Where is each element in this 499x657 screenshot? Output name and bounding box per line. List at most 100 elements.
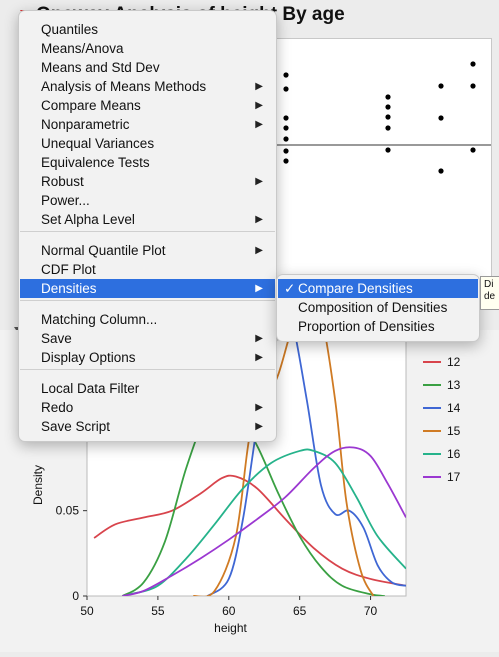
oneway-context-menu: Quantiles Means/Anova Means and Std Dev Ana…: [18, 10, 277, 442]
data-point: [283, 86, 289, 92]
menu-item-save[interactable]: Save ▶: [20, 329, 275, 348]
submenu-arrow-icon: ▶: [255, 214, 263, 225]
data-point: [438, 83, 444, 89]
menu-item-label: Set Alpha Level: [41, 212, 135, 227]
data-point: [385, 104, 391, 110]
data-point: [470, 61, 476, 67]
y-axis-label: Density: [31, 465, 45, 505]
x-tick-label: 50: [80, 604, 94, 618]
menu-item-label: Equivalence Tests: [41, 155, 150, 170]
menu-item-nonparametric[interactable]: Nonparametric ▶: [20, 115, 275, 134]
data-point: [385, 114, 391, 120]
menu-item-local-data-filter[interactable]: Local Data Filter: [20, 379, 275, 398]
menu-item-redo[interactable]: Redo ▶: [20, 398, 275, 417]
menu-item-label: Compare Means: [41, 98, 141, 113]
data-point: [385, 125, 391, 131]
data-point: [283, 148, 289, 154]
submenu-arrow-icon: ▶: [255, 81, 263, 92]
submenu-arrow-icon: ▶: [255, 119, 263, 130]
menu-separator: [20, 369, 275, 370]
menu-item-label: Normal Quantile Plot: [41, 243, 166, 258]
menu-item-label: Matching Column...: [41, 312, 158, 327]
data-point: [470, 147, 476, 153]
legend-label-16: 16: [447, 447, 461, 461]
menu-item-cdf-plot[interactable]: CDF Plot: [20, 260, 275, 279]
tooltip: Di de: [480, 276, 499, 310]
submenu-arrow-icon: ▶: [255, 176, 263, 187]
menu-item-means-and-std-dev[interactable]: Means and Std Dev: [20, 58, 275, 77]
menu-item-means-anova[interactable]: Means/Anova: [20, 39, 275, 58]
menu-item-equivalence-tests[interactable]: Equivalence Tests: [20, 153, 275, 172]
menu-item-label: Power...: [41, 193, 90, 208]
menu-separator: [20, 231, 275, 232]
menu-item-normal-quantile-plot[interactable]: Normal Quantile Plot ▶: [20, 241, 275, 260]
submenu-arrow-icon: ▶: [255, 421, 263, 432]
density-curve-15: [193, 340, 375, 596]
legend-label-13: 13: [447, 378, 461, 392]
menu-item-unequal-variances[interactable]: Unequal Variances: [20, 134, 275, 153]
menu-item-label: Means/Anova: [41, 41, 124, 56]
legend-label-14: 14: [447, 401, 461, 415]
x-tick-label: 55: [151, 604, 165, 618]
submenu-arrow-icon: ▶: [255, 402, 263, 413]
data-point: [283, 136, 289, 142]
y-tick-label: 0: [72, 589, 79, 603]
menu-separator: [20, 300, 275, 301]
x-tick-label: 70: [364, 604, 378, 618]
menu-item-power[interactable]: Power...: [20, 191, 275, 210]
menu-item-display-options[interactable]: Display Options ▶: [20, 348, 275, 367]
density-curve-16: [129, 448, 406, 596]
menu-item-label: Robust: [41, 174, 84, 189]
menu-item-compare-means[interactable]: Compare Means ▶: [20, 96, 275, 115]
menu-item-set-alpha-level[interactable]: Set Alpha Level ▶: [20, 210, 275, 229]
densities-submenu: ✓ Compare Densities Composition of Densiti…: [276, 274, 480, 342]
data-point: [283, 125, 289, 131]
x-axis-label: height: [214, 621, 247, 635]
legend-label-17: 17: [447, 470, 461, 484]
menu-item-densities[interactable]: Densities ▶: [20, 279, 275, 298]
submenu-arrow-icon: ▶: [255, 352, 263, 363]
density-curve-14: [206, 340, 406, 596]
checkmark-icon: ✓: [284, 281, 296, 296]
submenu-arrow-icon: ▶: [255, 283, 263, 294]
data-point: [470, 83, 476, 89]
data-point: [283, 115, 289, 121]
menu-item-label: Save Script: [41, 419, 111, 434]
submenu-item-composition-of-densities[interactable]: Composition of Densities: [278, 298, 478, 317]
x-tick-label: 65: [293, 604, 307, 618]
submenu-item-proportion-of-densities[interactable]: Proportion of Densities: [278, 317, 478, 336]
data-point: [283, 72, 289, 78]
submenu-item-label: Composition of Densities: [298, 300, 448, 315]
menu-item-save-script[interactable]: Save Script ▶: [20, 417, 275, 436]
menu-item-label: Nonparametric: [41, 117, 130, 132]
submenu-arrow-icon: ▶: [255, 333, 263, 344]
menu-item-label: Save: [41, 331, 72, 346]
data-point: [385, 94, 391, 100]
menu-item-label: Analysis of Means Methods: [41, 79, 207, 94]
submenu-item-label: Compare Densities: [298, 281, 413, 296]
data-point: [438, 115, 444, 121]
data-point: [283, 158, 289, 164]
menu-item-label: Redo: [41, 400, 74, 415]
data-point: [385, 147, 391, 153]
menu-item-label: Unequal Variances: [41, 136, 155, 151]
submenu-item-compare-densities[interactable]: ✓ Compare Densities: [278, 279, 478, 298]
menu-item-label: Means and Std Dev: [41, 60, 160, 75]
legend-label-15: 15: [447, 424, 461, 438]
submenu-arrow-icon: ▶: [255, 100, 263, 111]
menu-item-label: Densities: [41, 281, 97, 296]
density-curve-12: [93, 474, 406, 587]
x-tick-label: 60: [222, 604, 236, 618]
menu-item-label: Display Options: [41, 350, 136, 365]
menu-item-label: Local Data Filter: [41, 381, 140, 396]
menu-item-quantiles[interactable]: Quantiles: [20, 20, 275, 39]
menu-item-robust[interactable]: Robust ▶: [20, 172, 275, 191]
menu-item-label: Quantiles: [41, 22, 99, 37]
menu-item-matching-column[interactable]: Matching Column...: [20, 310, 275, 329]
menu-item-label: CDF Plot: [41, 262, 96, 277]
density-curve-17: [122, 446, 406, 596]
data-point: [438, 168, 444, 174]
submenu-arrow-icon: ▶: [255, 245, 263, 256]
y-tick-label: 0.05: [56, 504, 80, 518]
menu-item-analysis-of-means-methods[interactable]: Analysis of Means Methods ▶: [20, 77, 275, 96]
